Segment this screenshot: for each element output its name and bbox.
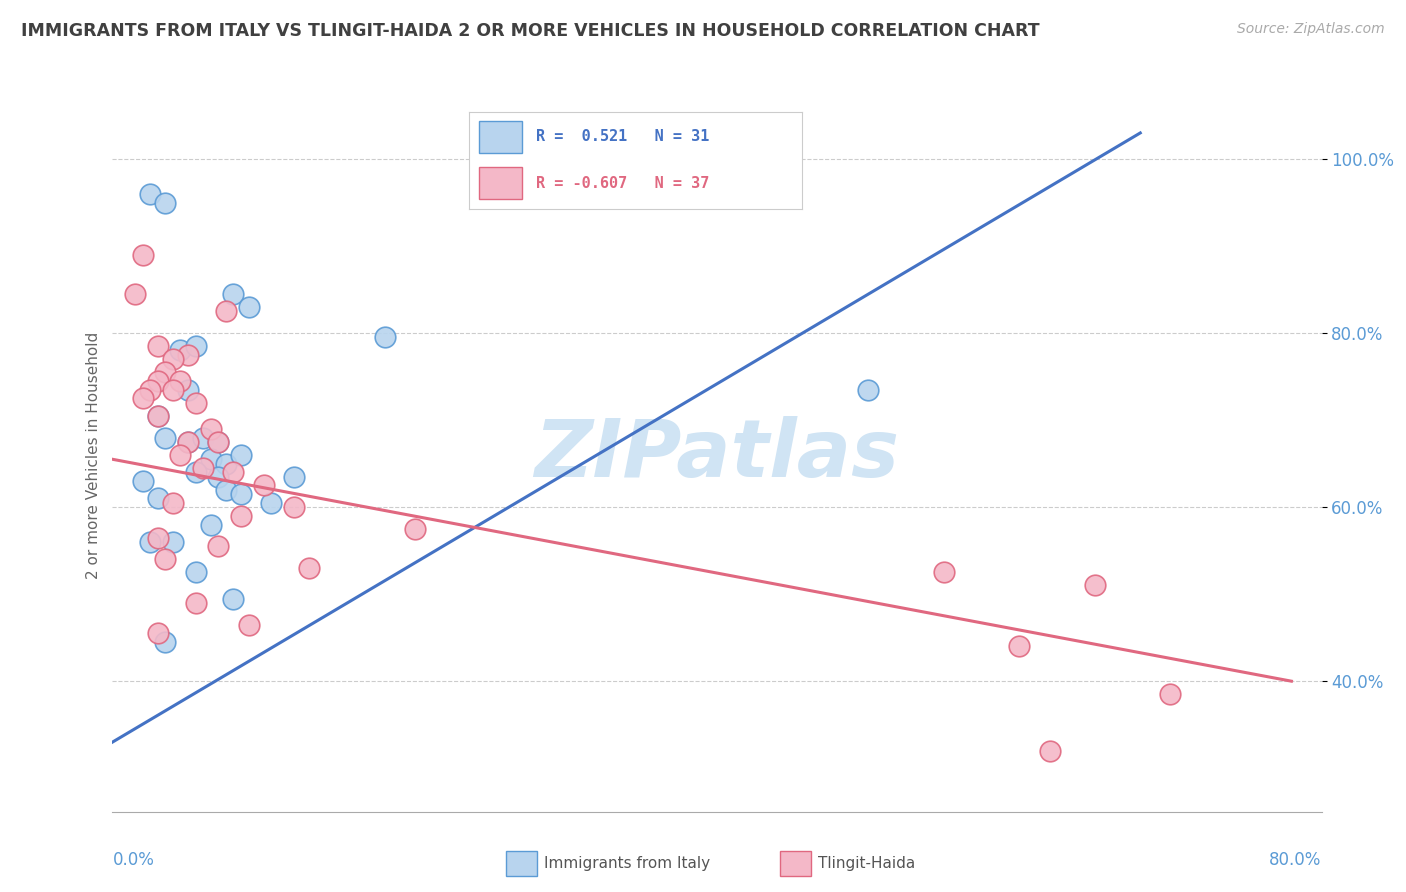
Point — [132, 392, 155, 406]
Point — [215, 483, 238, 497]
Point — [162, 535, 184, 549]
Point — [200, 517, 222, 532]
Point — [858, 383, 880, 397]
Point — [184, 566, 207, 580]
Text: R = -0.607   N = 37: R = -0.607 N = 37 — [536, 176, 709, 191]
Point — [283, 500, 305, 515]
Point — [155, 365, 177, 379]
Point — [207, 539, 229, 553]
Point — [253, 478, 276, 492]
Point — [146, 531, 169, 545]
Point — [162, 383, 184, 397]
Point — [162, 352, 184, 367]
Point — [132, 474, 155, 488]
Point — [177, 434, 200, 449]
Point — [184, 339, 207, 353]
Point — [146, 626, 169, 640]
Point — [139, 535, 162, 549]
Point — [146, 409, 169, 423]
Point — [169, 343, 191, 358]
Point — [191, 461, 215, 475]
Point — [169, 374, 191, 388]
Point — [1038, 744, 1062, 758]
Point — [298, 561, 321, 575]
Point — [146, 374, 169, 388]
Point — [177, 434, 200, 449]
Point — [404, 522, 426, 536]
Point — [162, 496, 184, 510]
Point — [932, 566, 955, 580]
Text: R =  0.521   N = 31: R = 0.521 N = 31 — [536, 129, 709, 145]
Point — [184, 466, 207, 480]
Point — [191, 430, 215, 444]
Point — [238, 617, 260, 632]
Point — [146, 491, 169, 506]
Point — [177, 383, 200, 397]
Point — [184, 395, 207, 409]
Point — [1159, 687, 1181, 701]
Point — [132, 248, 155, 262]
Point — [155, 552, 177, 566]
Point — [124, 287, 146, 301]
Point — [207, 434, 229, 449]
Text: 80.0%: 80.0% — [1270, 851, 1322, 869]
Point — [200, 422, 222, 436]
Point — [215, 457, 238, 471]
Point — [169, 448, 191, 462]
Point — [1008, 640, 1031, 654]
Bar — [479, 121, 523, 153]
Point — [229, 508, 252, 523]
Point — [283, 469, 305, 483]
Point — [200, 452, 222, 467]
Point — [155, 430, 177, 444]
Y-axis label: 2 or more Vehicles in Household: 2 or more Vehicles in Household — [86, 331, 101, 579]
Point — [238, 300, 260, 314]
Point — [207, 469, 229, 483]
Point — [155, 635, 177, 649]
Point — [374, 330, 396, 344]
Point — [260, 496, 283, 510]
Point — [139, 186, 162, 201]
Text: Tlingit-Haida: Tlingit-Haida — [818, 856, 915, 871]
Text: 0.0%: 0.0% — [112, 851, 155, 869]
Point — [222, 466, 245, 480]
Point — [177, 348, 200, 362]
Point — [146, 409, 169, 423]
Text: ZIPatlas: ZIPatlas — [534, 416, 900, 494]
Text: Source: ZipAtlas.com: Source: ZipAtlas.com — [1237, 22, 1385, 37]
Point — [207, 434, 229, 449]
Point — [222, 591, 245, 606]
Point — [222, 287, 245, 301]
Point — [184, 596, 207, 610]
Bar — [479, 168, 523, 199]
Text: IMMIGRANTS FROM ITALY VS TLINGIT-HAIDA 2 OR MORE VEHICLES IN HOUSEHOLD CORRELATI: IMMIGRANTS FROM ITALY VS TLINGIT-HAIDA 2… — [21, 22, 1039, 40]
Point — [215, 304, 238, 318]
Point — [229, 487, 252, 501]
Point — [139, 383, 162, 397]
Point — [155, 195, 177, 210]
Point — [146, 339, 169, 353]
Point — [1084, 578, 1107, 592]
Text: Immigrants from Italy: Immigrants from Italy — [544, 856, 710, 871]
Point — [229, 448, 252, 462]
